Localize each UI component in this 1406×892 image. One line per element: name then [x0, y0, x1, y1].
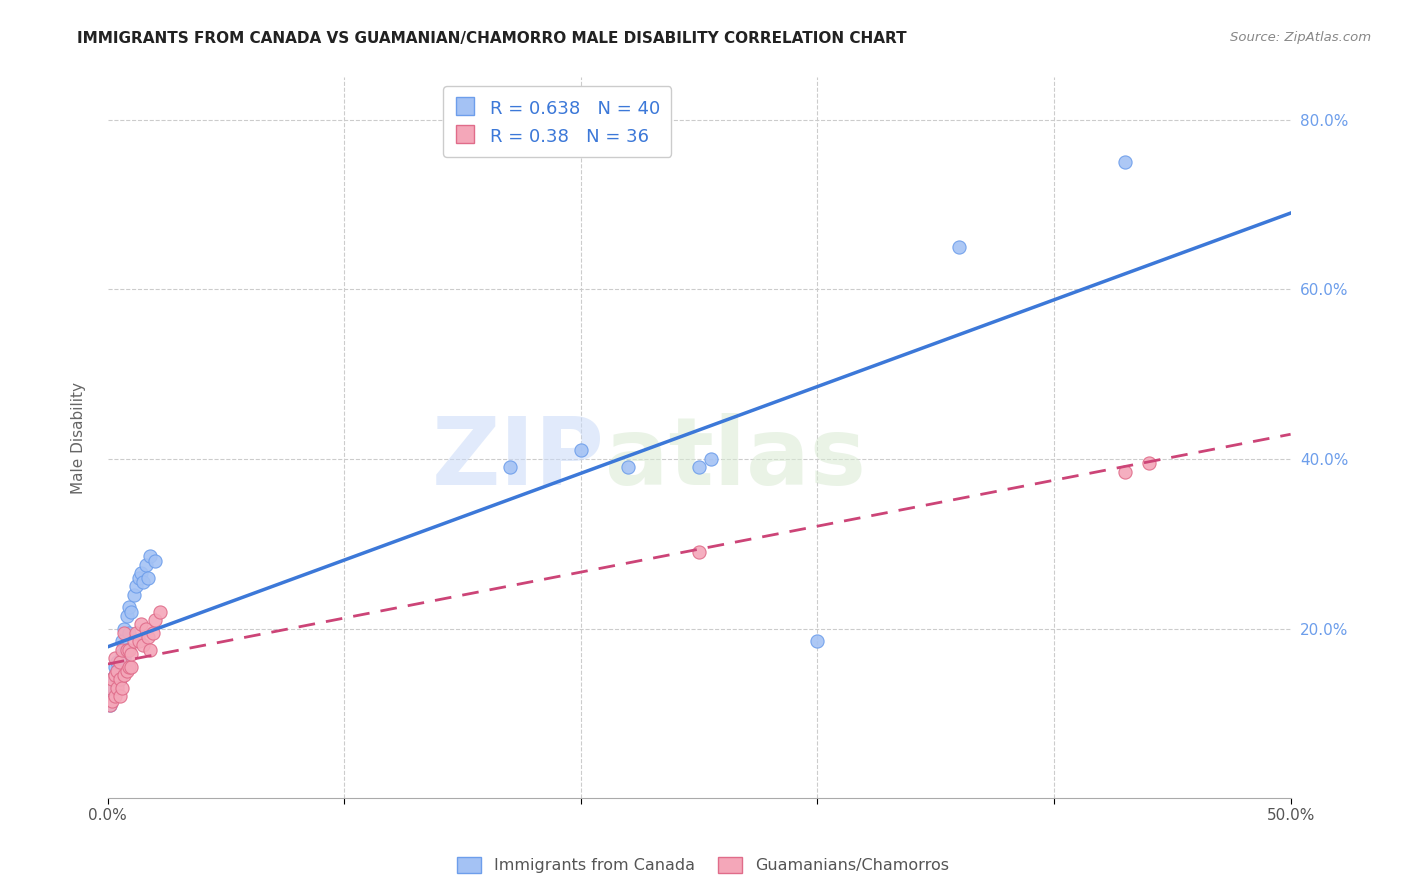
Point — [617, 460, 640, 475]
Point — [118, 659, 141, 673]
Point — [101, 673, 124, 687]
Point — [128, 571, 150, 585]
Point — [111, 681, 134, 695]
Point — [104, 690, 127, 704]
Point — [105, 676, 128, 690]
Point — [111, 634, 134, 648]
Text: Source: ZipAtlas.com: Source: ZipAtlas.com — [1230, 31, 1371, 45]
Point — [122, 588, 145, 602]
Point — [135, 558, 157, 572]
Point — [139, 642, 162, 657]
Point — [104, 668, 127, 682]
Point — [135, 622, 157, 636]
Legend: R = 0.638   N = 40, R = 0.38   N = 36: R = 0.638 N = 40, R = 0.38 N = 36 — [443, 87, 671, 157]
Point — [128, 634, 150, 648]
Point — [101, 673, 124, 687]
Point — [104, 668, 127, 682]
Point — [112, 651, 135, 665]
Point — [98, 698, 121, 712]
Point — [98, 698, 121, 712]
Point — [120, 647, 142, 661]
Point — [104, 651, 127, 665]
Point — [129, 617, 152, 632]
Point — [111, 647, 134, 661]
Point — [112, 625, 135, 640]
Point — [1114, 155, 1136, 169]
Point — [112, 622, 135, 636]
Point — [111, 642, 134, 657]
Point — [108, 673, 131, 687]
Point — [115, 642, 138, 657]
Text: atlas: atlas — [605, 413, 866, 506]
Point — [806, 634, 828, 648]
Text: IMMIGRANTS FROM CANADA VS GUAMANIAN/CHAMORRO MALE DISABILITY CORRELATION CHART: IMMIGRANTS FROM CANADA VS GUAMANIAN/CHAM… — [77, 31, 907, 46]
Point — [125, 625, 148, 640]
Point — [132, 639, 155, 653]
Y-axis label: Male Disability: Male Disability — [72, 382, 86, 494]
Point — [132, 574, 155, 589]
Point — [143, 554, 166, 568]
Point — [108, 659, 131, 673]
Point — [1137, 456, 1160, 470]
Point — [143, 613, 166, 627]
Point — [98, 681, 121, 695]
Point — [108, 656, 131, 670]
Text: ZIP: ZIP — [432, 413, 605, 506]
Point — [499, 460, 522, 475]
Point — [569, 443, 592, 458]
Point — [948, 240, 970, 254]
Point — [688, 460, 710, 475]
Point — [136, 571, 159, 585]
Point — [104, 685, 127, 699]
Point — [111, 659, 134, 673]
Point — [125, 579, 148, 593]
Point — [149, 605, 172, 619]
Point — [98, 685, 121, 699]
Point — [120, 605, 142, 619]
Point — [115, 642, 138, 657]
Point — [101, 690, 124, 704]
Legend: Immigrants from Canada, Guamanians/Chamorros: Immigrants from Canada, Guamanians/Chamo… — [450, 850, 956, 880]
Point — [101, 693, 124, 707]
Point — [104, 659, 127, 673]
Point — [105, 681, 128, 695]
Point — [105, 656, 128, 670]
Point — [136, 630, 159, 644]
Point — [115, 608, 138, 623]
Point — [115, 664, 138, 678]
Point — [122, 634, 145, 648]
Point — [142, 625, 165, 640]
Point — [129, 566, 152, 581]
Point — [118, 625, 141, 640]
Point — [112, 668, 135, 682]
Point — [688, 545, 710, 559]
Point — [105, 664, 128, 678]
Point — [1114, 465, 1136, 479]
Point — [108, 673, 131, 687]
Point — [118, 642, 141, 657]
Point — [700, 452, 723, 467]
Point — [118, 600, 141, 615]
Point — [101, 681, 124, 695]
Point — [108, 690, 131, 704]
Point — [120, 659, 142, 673]
Point — [105, 664, 128, 678]
Point — [139, 549, 162, 564]
